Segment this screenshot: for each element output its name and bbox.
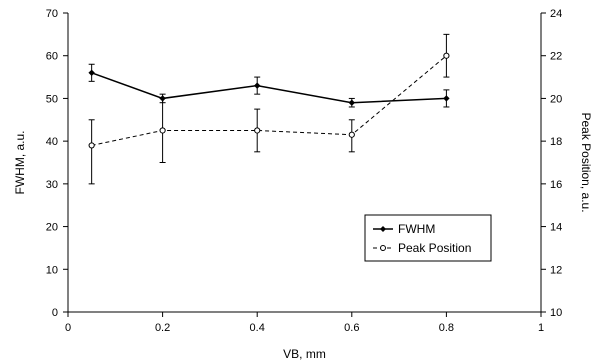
y-left-tick-label: 0 [52, 307, 58, 319]
axes [67, 13, 542, 313]
data-point-peak-position [88, 142, 95, 149]
series [88, 33, 450, 185]
y-left-tick-label: 70 [46, 8, 58, 20]
y-right-tick-label: 12 [550, 264, 562, 276]
y-left-tick-label: 60 [46, 51, 58, 63]
data-point-peak-position [443, 52, 450, 59]
x-tick-label: 0.2 [155, 322, 170, 334]
ticks: 0 0.2 0.4 0.6 0.8 101020304050607010121416182… [46, 8, 563, 334]
legend: FWHM Peak Position [364, 214, 492, 262]
y-right-tick-label: 22 [550, 51, 562, 63]
data-point-fwhm [443, 95, 450, 102]
x-tick-label: 0.8 [439, 322, 454, 334]
x-tick-label: 0 [65, 322, 71, 334]
y-left-tick-label: 20 [46, 222, 58, 234]
legend-label-fwhm: FWHM [398, 222, 435, 236]
y-right-tick-label: 14 [550, 222, 562, 234]
legend-marker-fwhm [380, 226, 386, 232]
y-right-tick-label: 18 [550, 136, 562, 148]
legend-label-peak-position: Peak Position [398, 241, 471, 255]
y-left-tick-label: 50 [46, 93, 58, 105]
x-tick-label: 0.4 [250, 322, 265, 334]
y-right-axis-label: Peak Position, a.u. [579, 112, 593, 212]
y-right-tick-label: 20 [550, 93, 562, 105]
legend-box [364, 214, 492, 262]
data-point-fwhm [254, 82, 261, 89]
legend-marker-peak-position [380, 245, 386, 251]
y-right-tick-label: 16 [550, 179, 562, 191]
y-right-tick-label: 10 [550, 307, 562, 319]
data-point-peak-position [348, 131, 355, 138]
y-left-tick-label: 30 [46, 179, 58, 191]
data-point-fwhm [88, 69, 95, 76]
data-point-peak-position [159, 127, 166, 134]
y-right-tick-label: 24 [550, 8, 562, 20]
data-point-peak-position [254, 127, 261, 134]
y-left-tick-label: 40 [46, 136, 58, 148]
y-left-tick-label: 10 [46, 264, 58, 276]
data-point-fwhm [348, 99, 355, 106]
series-line-fwhm [91, 72, 447, 104]
x-tick-label: 1 [538, 322, 544, 334]
y-left-axis-label: FWHM, a.u. [13, 130, 27, 194]
series-line-peak-position [91, 55, 447, 146]
x-axis-label: VB, mm [283, 347, 326, 361]
x-tick-label: 0.6 [344, 322, 359, 334]
